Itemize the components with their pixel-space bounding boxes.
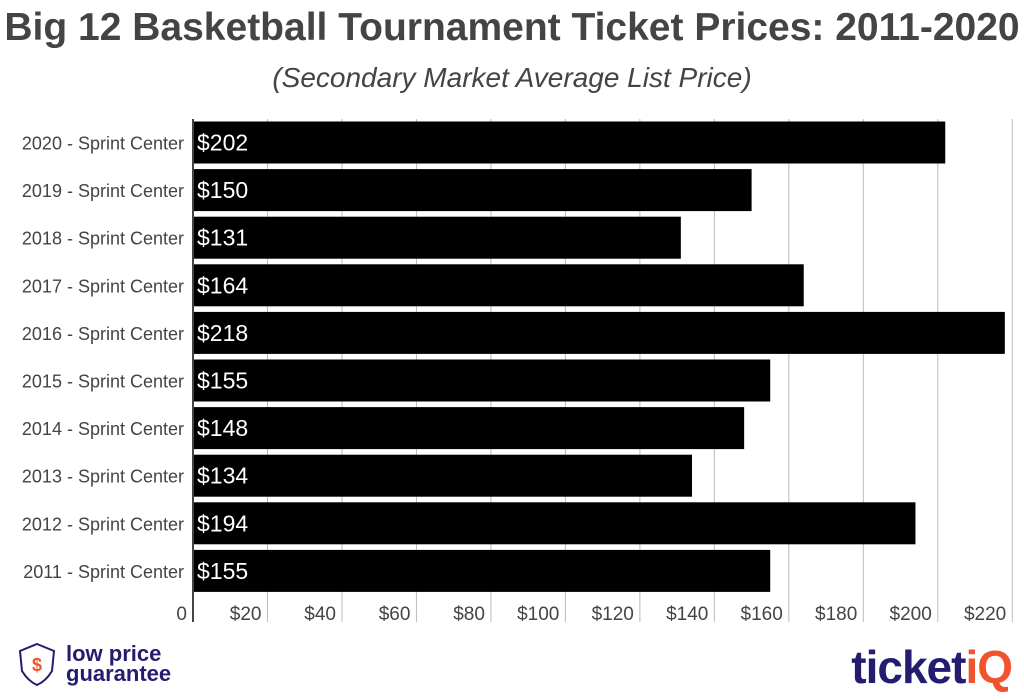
x-tick-label: 0: [176, 604, 187, 625]
data-label: $194: [197, 510, 248, 536]
x-tick-label: $40: [304, 604, 336, 625]
bar: [193, 359, 771, 402]
x-tick-label: $180: [815, 604, 857, 625]
x-tick-label: $200: [890, 604, 932, 625]
bar: [193, 502, 916, 545]
data-label: $150: [197, 177, 248, 203]
logo-line1: low price: [66, 641, 162, 666]
data-label: $155: [197, 368, 248, 394]
category-label: 2012 - Sprint Center: [22, 514, 184, 534]
data-label: $164: [197, 272, 248, 298]
bar: [193, 121, 946, 164]
bar-chart: 0 $20 $40 $60 $80 $100 $120 $140 $160 $180 $200 $22…: [22, 119, 1013, 625]
bar: [193, 264, 804, 307]
bar: [193, 169, 752, 212]
data-label: $155: [197, 558, 248, 584]
category-label: 2014 - Sprint Center: [22, 419, 184, 439]
x-tick-label: $120: [592, 604, 634, 625]
logo-accent: iQ: [965, 641, 1013, 693]
x-tick-label: $220: [964, 604, 1006, 625]
bar: [193, 407, 745, 450]
bar: [193, 454, 693, 497]
category-label: 2013 - Sprint Center: [22, 467, 184, 487]
svg-text:$: $: [32, 655, 42, 675]
x-tick-label: $100: [517, 604, 559, 625]
data-label: $202: [197, 130, 248, 156]
bar: [193, 311, 1005, 354]
ticketiq-logo: ticketiQ: [851, 640, 1013, 694]
chart-subtitle: (Secondary Market Average List Price): [272, 62, 752, 93]
bar: [193, 216, 681, 259]
data-label: $131: [197, 225, 248, 251]
data-label: $148: [197, 415, 248, 441]
low-price-guarantee-logo: $ low price guarantee: [16, 641, 171, 687]
category-label: 2020 - Sprint Center: [22, 134, 184, 154]
x-tick-label: $60: [379, 604, 411, 625]
logo-line2: guarantee: [66, 661, 172, 686]
category-label: 2011 - Sprint Center: [23, 562, 184, 582]
chart-title: Big 12 Basketball Tournament Ticket Pric…: [4, 6, 1020, 49]
shield-dollar-icon: $: [18, 642, 56, 687]
data-label: $218: [197, 320, 248, 346]
logo-main: ticket: [851, 641, 966, 693]
bar: [193, 549, 771, 592]
category-label: 2017 - Sprint Center: [22, 276, 184, 296]
x-tick-label: $140: [666, 604, 708, 625]
x-tick-label: $80: [453, 604, 485, 625]
x-tick-label: $20: [230, 604, 262, 625]
x-tick-label: $160: [741, 604, 783, 625]
data-label: $134: [197, 463, 248, 489]
category-label: 2016 - Sprint Center: [22, 324, 184, 344]
category-label: 2018 - Sprint Center: [22, 229, 184, 249]
category-label: 2015 - Sprint Center: [22, 372, 184, 392]
category-label: 2019 - Sprint Center: [22, 181, 184, 201]
